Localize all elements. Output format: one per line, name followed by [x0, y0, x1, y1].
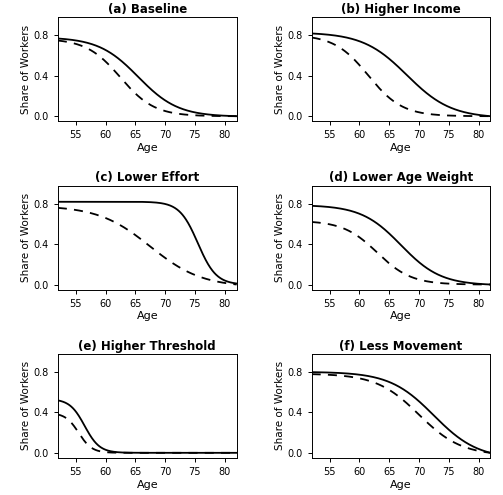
Title: (f) Less Movement: (f) Less Movement: [340, 340, 463, 353]
Y-axis label: Share of Workers: Share of Workers: [21, 25, 31, 114]
X-axis label: Age: Age: [136, 143, 158, 153]
Title: (c) Lower Effort: (c) Lower Effort: [95, 171, 199, 185]
Y-axis label: Share of Workers: Share of Workers: [21, 361, 31, 450]
X-axis label: Age: Age: [390, 311, 412, 321]
Title: (b) Higher Income: (b) Higher Income: [341, 3, 461, 16]
X-axis label: Age: Age: [390, 143, 412, 153]
Y-axis label: Share of Workers: Share of Workers: [21, 193, 31, 282]
Title: (e) Higher Threshold: (e) Higher Threshold: [78, 340, 216, 353]
Title: (d) Lower Age Weight: (d) Lower Age Weight: [329, 171, 473, 185]
Title: (a) Baseline: (a) Baseline: [108, 3, 187, 16]
Y-axis label: Share of Workers: Share of Workers: [275, 25, 285, 114]
Y-axis label: Share of Workers: Share of Workers: [275, 193, 285, 282]
X-axis label: Age: Age: [136, 311, 158, 321]
X-axis label: Age: Age: [390, 480, 412, 490]
Y-axis label: Share of Workers: Share of Workers: [275, 361, 285, 450]
X-axis label: Age: Age: [136, 480, 158, 490]
